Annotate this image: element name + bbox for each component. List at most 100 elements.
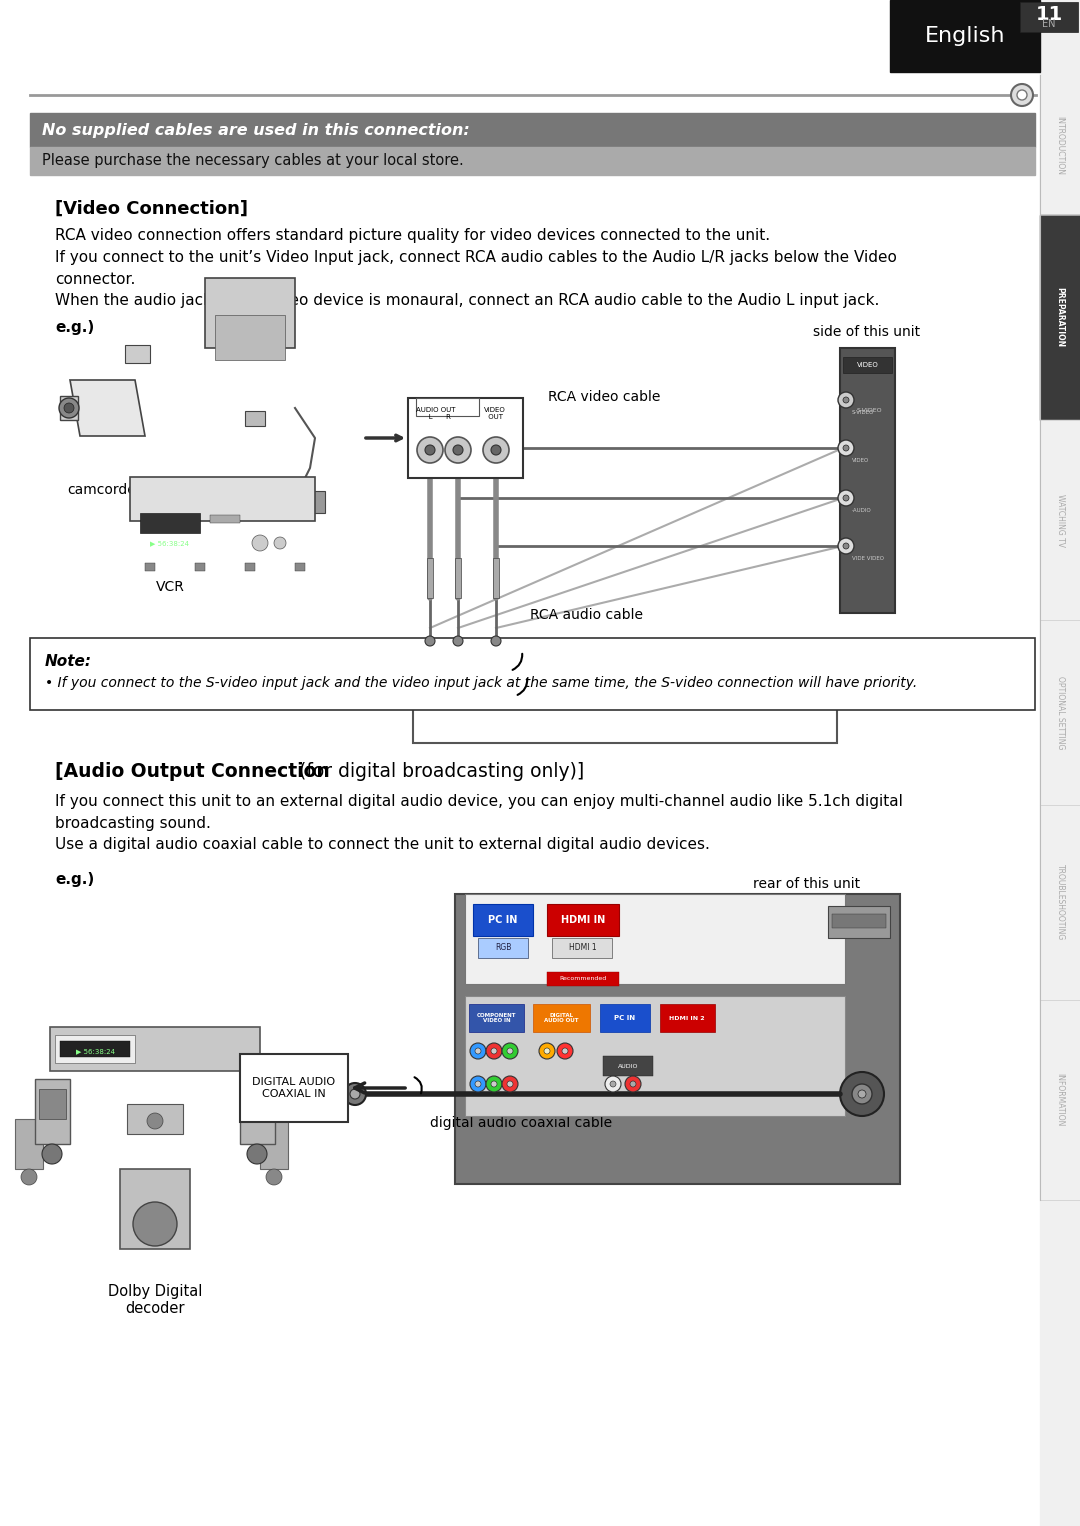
Text: Dolby Digital
decoder: Dolby Digital decoder xyxy=(108,1283,202,1317)
Bar xyxy=(195,563,205,571)
Text: Use a digital audio coaxial cable to connect the unit to external digital audio : Use a digital audio coaxial cable to con… xyxy=(55,836,710,852)
Bar xyxy=(1040,215,1080,420)
Circle shape xyxy=(491,1048,497,1054)
Text: If you connect to the unit’s Video Input jack, connect RCA audio cables to the A: If you connect to the unit’s Video Input… xyxy=(55,250,896,266)
Circle shape xyxy=(345,1083,366,1105)
Bar xyxy=(35,1079,70,1144)
Bar xyxy=(1040,0,1080,1526)
Circle shape xyxy=(843,543,849,549)
Bar xyxy=(465,894,845,984)
Bar xyxy=(245,563,255,571)
Circle shape xyxy=(502,1076,518,1093)
Bar xyxy=(465,996,845,1116)
Text: [Video Connection]: [Video Connection] xyxy=(55,200,248,218)
Text: [Audio Output Connection: [Audio Output Connection xyxy=(55,761,329,781)
Bar xyxy=(408,398,523,478)
Bar xyxy=(492,559,499,598)
Circle shape xyxy=(350,1090,360,1099)
Circle shape xyxy=(1011,84,1032,105)
Circle shape xyxy=(843,397,849,403)
Circle shape xyxy=(843,494,849,501)
Text: HDMI 1: HDMI 1 xyxy=(569,943,597,952)
Circle shape xyxy=(491,1080,497,1087)
Circle shape xyxy=(507,1080,513,1087)
Circle shape xyxy=(453,446,463,455)
Bar xyxy=(30,146,1035,175)
Text: INFORMATION: INFORMATION xyxy=(1055,1073,1065,1126)
Text: • If you connect to the S-video input jack and the video input jack at the same : • If you connect to the S-video input ja… xyxy=(45,676,917,690)
Circle shape xyxy=(470,1042,486,1059)
Text: broadcasting sound.: broadcasting sound. xyxy=(55,816,211,832)
Bar xyxy=(478,938,528,958)
Circle shape xyxy=(274,537,286,549)
Circle shape xyxy=(507,1048,513,1054)
Text: S-VIDEO: S-VIDEO xyxy=(852,410,875,415)
Circle shape xyxy=(42,1144,62,1164)
Bar xyxy=(473,903,534,935)
Circle shape xyxy=(838,392,854,407)
Text: (for digital broadcasting only)]: (for digital broadcasting only)] xyxy=(293,761,584,781)
Circle shape xyxy=(426,636,435,645)
Text: TROUBLESHOOTING: TROUBLESHOOTING xyxy=(1055,864,1065,940)
Text: Recommended: Recommended xyxy=(559,977,607,981)
Bar xyxy=(600,1004,650,1032)
Text: When the audio jack of the video device is monaural, connect an RCA audio cable : When the audio jack of the video device … xyxy=(55,293,879,308)
Text: VIDEO
 OUT: VIDEO OUT xyxy=(484,407,505,420)
Circle shape xyxy=(486,1076,502,1093)
Text: rear of this unit: rear of this unit xyxy=(753,877,860,891)
Text: HDMI IN: HDMI IN xyxy=(561,916,605,925)
Circle shape xyxy=(838,439,854,456)
Bar xyxy=(60,397,78,420)
Circle shape xyxy=(133,1202,177,1247)
Bar xyxy=(416,398,480,417)
Text: No supplied cables are used in this connection:: No supplied cables are used in this conn… xyxy=(42,122,470,137)
Text: ▶ 56:38:24: ▶ 56:38:24 xyxy=(76,1048,114,1054)
Circle shape xyxy=(483,436,509,462)
Bar xyxy=(546,903,619,935)
Circle shape xyxy=(625,1076,642,1093)
Bar xyxy=(1040,420,1080,620)
Bar xyxy=(260,1119,288,1169)
Text: RGB: RGB xyxy=(495,943,511,952)
Text: e.g.): e.g.) xyxy=(55,320,94,336)
Circle shape xyxy=(64,403,75,414)
Circle shape xyxy=(610,1080,616,1087)
Circle shape xyxy=(21,1169,37,1186)
Bar xyxy=(603,1056,653,1076)
Bar xyxy=(890,0,1040,72)
Circle shape xyxy=(843,446,849,452)
Text: English: English xyxy=(924,26,1005,46)
Text: AUDIO: AUDIO xyxy=(618,1064,638,1068)
Bar xyxy=(413,642,837,743)
Text: 11: 11 xyxy=(1036,6,1063,24)
Bar xyxy=(205,278,295,348)
Text: DIGITAL
AUDIO OUT: DIGITAL AUDIO OUT xyxy=(544,1013,579,1024)
Bar xyxy=(660,1004,715,1032)
Text: VIDEO: VIDEO xyxy=(856,362,878,368)
Text: PREPARATION: PREPARATION xyxy=(1055,287,1065,348)
Circle shape xyxy=(1017,90,1027,101)
Text: Note:: Note: xyxy=(45,655,92,668)
Circle shape xyxy=(562,1048,568,1054)
Bar xyxy=(534,1004,590,1032)
Circle shape xyxy=(445,436,471,462)
Circle shape xyxy=(858,1090,866,1099)
Bar xyxy=(843,357,892,372)
Bar xyxy=(469,1004,524,1032)
Circle shape xyxy=(59,398,79,418)
Text: -AUDIO: -AUDIO xyxy=(852,508,872,513)
Text: EN: EN xyxy=(1042,18,1056,29)
Bar xyxy=(1020,2,1078,32)
Bar xyxy=(244,1090,271,1119)
Bar xyxy=(427,559,433,598)
Bar xyxy=(39,1090,66,1119)
Circle shape xyxy=(426,446,435,455)
Bar xyxy=(455,894,900,1184)
Circle shape xyxy=(852,1083,872,1103)
Bar xyxy=(30,638,1035,710)
Circle shape xyxy=(838,490,854,507)
Text: WATCHING TV: WATCHING TV xyxy=(1055,493,1065,546)
Text: OPTIONAL SETTING: OPTIONAL SETTING xyxy=(1055,676,1065,749)
Circle shape xyxy=(544,1048,550,1054)
Circle shape xyxy=(252,536,268,551)
